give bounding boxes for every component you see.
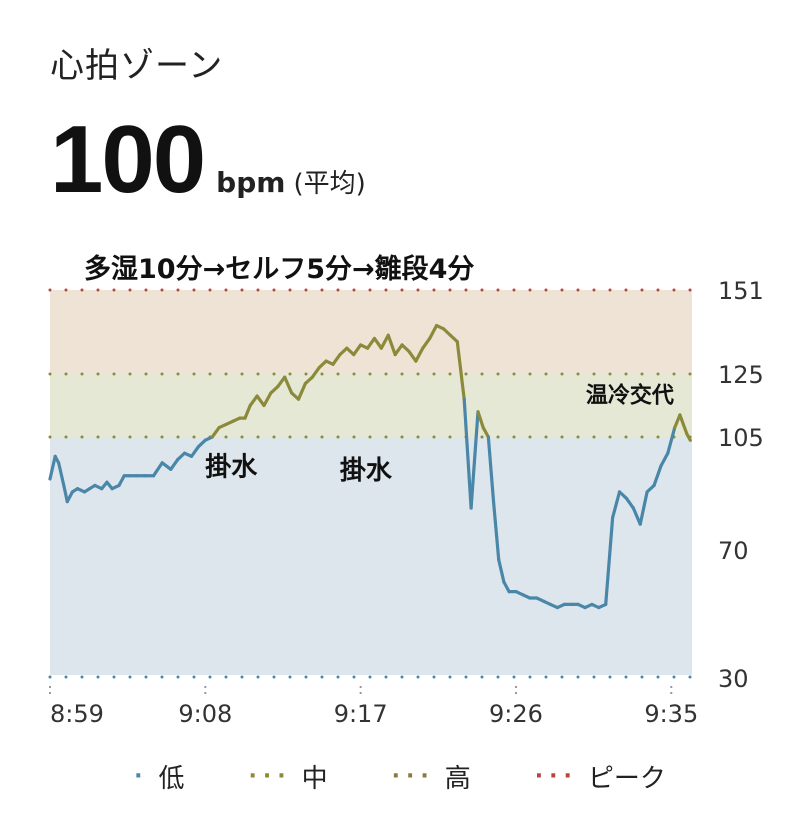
series-segment <box>352 343 363 357</box>
x-tick-label: 9:17 <box>334 700 388 728</box>
series-segment <box>652 464 663 488</box>
series-segment <box>407 349 418 363</box>
series-segment <box>365 336 377 350</box>
series-segment <box>372 336 383 350</box>
annotation-label: 温冷交代 <box>586 382 674 408</box>
legend-item-peak: ··· ピーク <box>535 758 666 795</box>
zone-band-mid <box>50 374 692 437</box>
series-segment <box>414 346 425 363</box>
series-segment <box>681 422 689 436</box>
series-segment <box>296 381 308 401</box>
legend-label: 中 <box>301 764 328 794</box>
series-segment <box>393 343 404 357</box>
legend-item-high: ··· 高 <box>392 758 471 795</box>
series-segment <box>638 490 649 526</box>
series-segment <box>276 375 287 389</box>
legend-dot-low: · <box>134 764 149 789</box>
series-segment <box>421 336 432 350</box>
x-tick-label: 8:59 <box>50 700 104 728</box>
chart-title: 多湿10分→セルフ5分→雛段4分 <box>84 253 474 285</box>
legend-item-mid: ··· 中 <box>249 758 328 795</box>
series-segment <box>160 461 173 471</box>
series-segment <box>248 394 259 408</box>
series-segment <box>189 445 201 458</box>
series-segment <box>604 516 615 607</box>
legend-dots-high: ··· <box>391 764 435 789</box>
heart-rate-series <box>48 323 692 610</box>
series-segment <box>283 375 294 395</box>
legend-dots-peak: ··· <box>534 764 578 789</box>
legend-dots-mid: ··· <box>248 764 292 789</box>
series-segment <box>262 391 273 408</box>
legend-label: 高 <box>444 764 471 794</box>
y-tick-label: 70 <box>718 537 749 565</box>
series-segment <box>379 333 390 350</box>
legend-label: ピーク <box>587 764 666 794</box>
series-segment <box>491 499 501 562</box>
series-segment <box>469 410 480 510</box>
legend-label: 低 <box>158 764 185 794</box>
y-tick-label: 151 <box>718 277 764 305</box>
average-value-row: 100 bpm (平均) <box>50 105 366 215</box>
series-segment <box>481 425 490 439</box>
series-segment <box>255 394 266 408</box>
legend-item-low: · 低 <box>134 758 184 795</box>
annotation-label: 掛水 <box>340 456 393 486</box>
series-segment <box>210 425 221 439</box>
series-segment <box>678 413 685 426</box>
unit-note: (平均) <box>293 169 366 199</box>
annotations: 掛水 掛水 温冷交代 <box>205 382 674 486</box>
series-segment <box>386 333 397 357</box>
series-segment <box>62 483 69 504</box>
series-segment <box>48 454 57 481</box>
series-segment <box>624 496 635 510</box>
series-segment <box>331 353 342 366</box>
y-tick-label: 105 <box>718 424 764 452</box>
series-segment <box>685 432 692 442</box>
series-segment <box>428 323 439 341</box>
zone-band-high <box>50 290 692 374</box>
legend: · 低 ··· 中 ··· 高 ··· ピーク <box>0 758 800 795</box>
y-tick-label: 125 <box>718 361 764 389</box>
x-tick-label: 9:08 <box>178 700 232 728</box>
series-segment <box>169 458 180 471</box>
series-segment <box>631 506 642 526</box>
x-axis: 8:59 9:08 9:17 9:26 9:35 <box>50 700 698 728</box>
series-segment <box>151 461 164 478</box>
zone-band-low <box>50 437 692 675</box>
series-segment <box>659 451 670 468</box>
series-segment <box>502 580 511 594</box>
x-tick-markers <box>49 686 673 694</box>
series-segment <box>57 461 66 488</box>
y-axis: 151 125 105 70 30 <box>718 277 764 693</box>
series-segment <box>65 490 75 504</box>
series-segment <box>486 435 496 504</box>
series-segment <box>462 397 473 510</box>
series-segment <box>497 557 506 584</box>
series-segment <box>243 403 252 420</box>
x-tick-label: 9:35 <box>644 700 698 728</box>
series-segment <box>310 365 321 379</box>
unit-label: bpm <box>216 166 286 199</box>
y-tick-label: 30 <box>718 665 749 693</box>
x-tick-label: 9:26 <box>489 700 543 728</box>
series-segment <box>455 340 466 401</box>
annotation-label: 掛水 <box>205 453 258 483</box>
page-title: 心拍ゾーン <box>50 46 224 86</box>
series-segment <box>611 490 622 520</box>
series-segment <box>117 474 126 488</box>
series-segment <box>476 410 485 430</box>
series-segment <box>666 425 677 455</box>
average-heart-rate: 100 <box>50 106 206 213</box>
